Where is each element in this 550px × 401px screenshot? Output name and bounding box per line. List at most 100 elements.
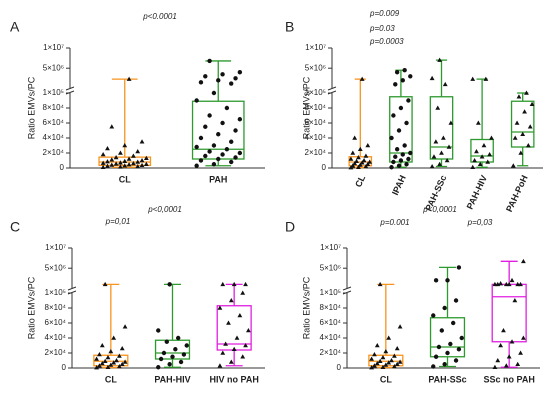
- y-tick-label: 5×10⁶: [320, 263, 341, 272]
- data-point: [525, 143, 531, 148]
- data-point: [400, 152, 405, 157]
- data-point: [118, 160, 123, 165]
- data-point: [126, 76, 132, 81]
- data-point: [135, 159, 141, 164]
- data-point: [229, 81, 234, 86]
- data-point: [391, 159, 396, 165]
- data-point: [116, 364, 122, 369]
- data-point: [456, 265, 462, 270]
- y-tick-label: 0: [60, 163, 65, 172]
- data-point: [391, 113, 396, 118]
- data-point: [216, 132, 221, 137]
- y-tick-label: 8×10⁴: [43, 103, 65, 112]
- data-point: [220, 120, 225, 126]
- annotation: p<0,0001: [147, 205, 182, 214]
- data-point: [114, 358, 119, 363]
- x-tick-label: IPAH: [390, 174, 408, 197]
- data-point: [216, 156, 221, 162]
- data-point: [374, 361, 380, 366]
- data-point: [130, 161, 136, 166]
- data-point: [369, 356, 374, 361]
- data-point: [122, 143, 128, 148]
- data-point: [233, 128, 238, 133]
- y-tick-label: 4×10⁴: [45, 333, 67, 342]
- data-point: [357, 146, 363, 152]
- data-point: [113, 161, 119, 166]
- data-point: [372, 352, 377, 357]
- y-tick-label: 8×10⁴: [45, 303, 67, 312]
- data-point: [470, 76, 476, 81]
- x-tick-label: CL: [380, 374, 392, 384]
- y-tick-label: 1×10⁵: [43, 88, 64, 97]
- data-point: [406, 156, 411, 162]
- y-tick-label: 6×10⁴: [45, 318, 67, 327]
- data-point: [456, 347, 462, 352]
- data-point: [372, 363, 377, 368]
- data-point: [237, 150, 243, 156]
- data-point: [233, 155, 238, 160]
- x-tick-label: PAH-SSc: [428, 374, 466, 384]
- data-point: [474, 149, 479, 154]
- y-tick-label: 5×10⁶: [43, 63, 64, 72]
- data-point: [396, 163, 402, 168]
- data-point: [363, 164, 369, 169]
- axis-break: [65, 86, 75, 91]
- data-point: [515, 361, 521, 367]
- data-point: [498, 343, 504, 348]
- y-tick-label: 1×10⁷: [45, 243, 66, 252]
- annotation: p<0.0001: [142, 12, 177, 21]
- data-point: [440, 135, 446, 140]
- data-point: [109, 157, 115, 162]
- data-point: [158, 356, 164, 362]
- y-tick-label: 0: [62, 363, 67, 372]
- data-point: [243, 281, 248, 287]
- data-point: [487, 152, 493, 157]
- data-point: [459, 335, 464, 341]
- data-point: [354, 158, 359, 164]
- data-point: [203, 124, 208, 129]
- data-point: [477, 161, 483, 167]
- data-point: [111, 360, 117, 365]
- data-point: [350, 163, 356, 168]
- data-point: [122, 163, 128, 168]
- data-point: [118, 150, 123, 155]
- data-point: [207, 149, 212, 154]
- y-tick-label: 1×10⁷: [320, 243, 341, 252]
- data-point: [439, 150, 444, 155]
- data-point: [350, 150, 356, 155]
- data-point: [481, 143, 487, 148]
- panel-label: D: [285, 219, 295, 235]
- data-point: [348, 156, 354, 161]
- data-point: [503, 363, 509, 368]
- data-point: [109, 162, 115, 167]
- y-tick-label: 5×10⁶: [45, 263, 66, 272]
- data-point: [231, 281, 237, 287]
- box: [154, 339, 191, 360]
- data-point: [404, 120, 409, 126]
- data-point: [377, 281, 383, 287]
- data-point: [386, 335, 392, 340]
- data-point: [352, 135, 358, 140]
- data-point: [435, 105, 441, 110]
- data-point: [431, 154, 437, 159]
- data-point: [527, 124, 533, 129]
- data-point: [99, 343, 105, 348]
- data-point: [391, 364, 397, 369]
- data-point: [400, 78, 405, 83]
- annotation: p=0.009: [369, 9, 400, 18]
- data-point: [404, 162, 409, 167]
- data-point: [472, 158, 477, 163]
- data-point: [119, 346, 125, 351]
- data-point: [359, 76, 365, 81]
- data-point: [393, 154, 398, 159]
- data-point: [524, 90, 529, 95]
- data-point: [391, 353, 397, 358]
- data-point: [380, 364, 386, 370]
- data-point: [94, 356, 99, 361]
- data-point: [483, 76, 489, 81]
- data-point: [207, 58, 212, 64]
- y-tick-label: 2×10⁴: [43, 148, 65, 157]
- y-axis-label: Ratio EMVs/PC: [301, 76, 311, 139]
- data-point: [113, 155, 119, 160]
